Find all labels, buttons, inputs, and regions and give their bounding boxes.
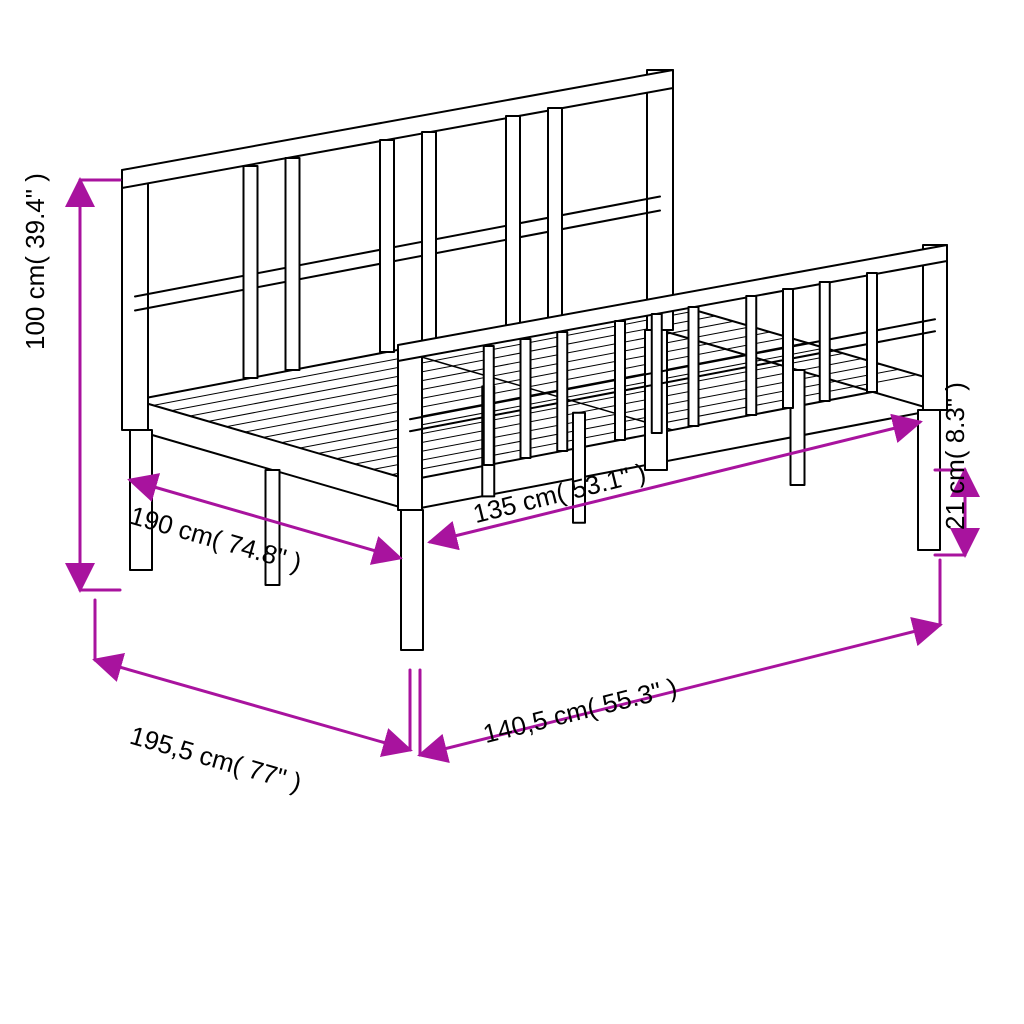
dim-value-in: 8.3" [940, 398, 970, 443]
dim-value-in: 39.4" [20, 189, 50, 249]
dim-height-total: 100 cm( 39.4" ) [20, 173, 51, 350]
dim-value-cm: 21 cm [940, 459, 970, 530]
dim-value-cm: 100 cm [20, 265, 50, 350]
dim-clearance: 21 cm( 8.3" ) [940, 382, 971, 530]
